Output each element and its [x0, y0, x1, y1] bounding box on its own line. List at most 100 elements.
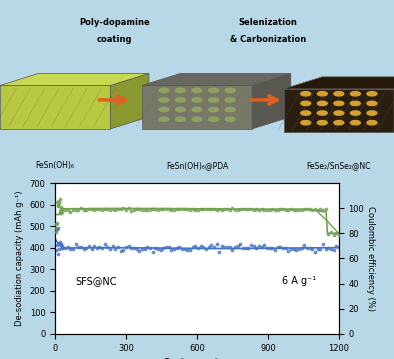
Point [296, 207, 302, 213]
Point [144, 207, 151, 213]
Point [261, 207, 268, 213]
Point [330, 232, 336, 238]
Point [120, 206, 126, 211]
Circle shape [159, 107, 169, 112]
Point [54, 220, 61, 226]
Point [134, 206, 140, 212]
Circle shape [317, 111, 327, 115]
Point [163, 244, 169, 250]
Point [277, 244, 283, 250]
Point [57, 241, 63, 247]
Polygon shape [142, 85, 252, 129]
Point [256, 243, 262, 249]
Point [280, 245, 286, 251]
Point [264, 207, 270, 213]
Point [216, 249, 222, 255]
Point [52, 225, 59, 231]
Point [336, 244, 342, 250]
Polygon shape [110, 73, 149, 129]
Point [83, 207, 89, 213]
Circle shape [225, 88, 235, 93]
Circle shape [225, 98, 235, 102]
Point [309, 246, 315, 252]
Point [115, 244, 121, 250]
Point [203, 246, 209, 252]
Point [126, 243, 132, 249]
Circle shape [367, 92, 377, 96]
Circle shape [317, 121, 327, 125]
Point [330, 248, 336, 253]
Point [152, 206, 158, 212]
Point [184, 206, 190, 211]
Point [320, 242, 326, 247]
Point [102, 241, 108, 247]
Point [192, 243, 198, 249]
Circle shape [208, 107, 219, 112]
Point [88, 246, 95, 252]
Point [123, 208, 129, 213]
Point [213, 207, 219, 213]
Point [107, 207, 113, 213]
Circle shape [159, 117, 169, 121]
Point [234, 243, 241, 249]
Point [158, 206, 164, 212]
Point [55, 202, 61, 208]
Circle shape [367, 121, 377, 125]
Point [224, 244, 230, 250]
Point [181, 246, 188, 252]
Point [168, 207, 175, 213]
Circle shape [175, 117, 186, 121]
Point [70, 247, 76, 252]
Point [160, 206, 166, 212]
Circle shape [301, 111, 311, 115]
Point [107, 246, 113, 252]
Polygon shape [252, 73, 291, 129]
Text: FeSn(OH)₆@PDA: FeSn(OH)₆@PDA [166, 161, 228, 170]
Point [59, 245, 65, 251]
Point [312, 249, 318, 255]
Point [59, 206, 65, 212]
Point [99, 207, 105, 213]
Point [136, 206, 143, 212]
Point [59, 209, 65, 214]
Point [232, 207, 238, 213]
Circle shape [350, 92, 361, 96]
Circle shape [208, 88, 219, 93]
Circle shape [334, 111, 344, 115]
Text: Poly-dopamine: Poly-dopamine [79, 18, 150, 27]
Point [75, 208, 81, 213]
Point [67, 209, 73, 214]
Point [147, 207, 153, 213]
Point [128, 244, 134, 250]
Point [54, 199, 60, 205]
Circle shape [175, 107, 186, 112]
Point [288, 206, 294, 212]
Point [307, 246, 313, 251]
Circle shape [192, 98, 202, 102]
Point [123, 244, 129, 250]
Circle shape [301, 92, 311, 96]
Point [336, 232, 342, 238]
Point [54, 226, 61, 232]
Point [102, 206, 108, 212]
X-axis label: Cycle number: Cycle number [163, 358, 231, 359]
Point [272, 207, 278, 213]
Point [325, 245, 331, 251]
Point [190, 206, 196, 212]
Point [266, 207, 273, 213]
Point [91, 208, 97, 213]
Point [227, 207, 233, 213]
Point [58, 210, 65, 215]
Point [115, 206, 121, 212]
Point [52, 225, 59, 231]
Point [296, 246, 302, 252]
Text: FeSe₂/SnSe₂@NC: FeSe₂/SnSe₂@NC [307, 161, 371, 170]
Point [216, 206, 222, 212]
Point [147, 245, 153, 251]
Point [53, 229, 59, 235]
Point [59, 206, 65, 212]
Point [328, 246, 334, 252]
Point [56, 246, 62, 252]
Circle shape [225, 117, 235, 121]
Point [301, 206, 307, 212]
